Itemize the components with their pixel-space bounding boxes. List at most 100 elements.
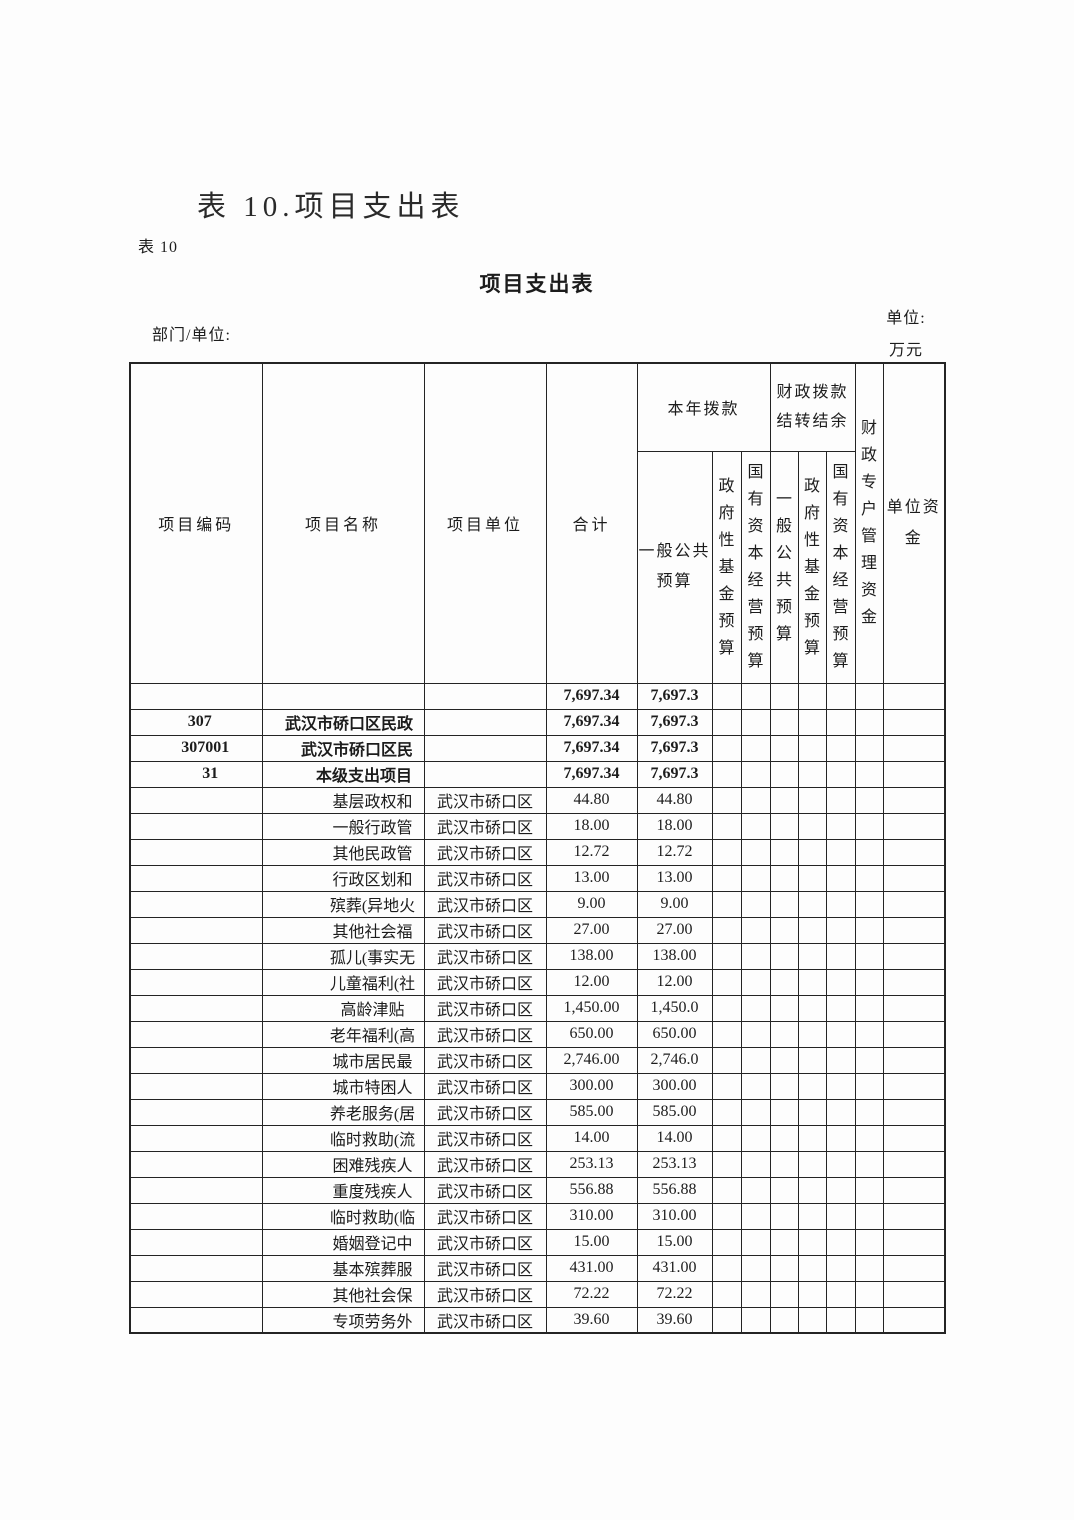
cell-carryover-general-public	[769, 1072, 799, 1100]
table-row: 基本殡葬服 武汉市硚口区 431.00 431.00	[129, 1254, 946, 1282]
cell-project-name: 临时救助(临	[261, 1202, 425, 1230]
header-gov-fund-budget: 政府性基金预算	[711, 450, 742, 684]
cell-project-unit: 武汉市硚口区	[423, 786, 547, 814]
cell-gov-fund-budget	[711, 760, 742, 788]
cell-state-capital-budget	[740, 1020, 771, 1048]
cell-project-code	[129, 968, 263, 996]
table-row: 婚姻登记中 武汉市硚口区 15.00 15.00	[129, 1228, 946, 1256]
cell-unit-funds	[882, 864, 946, 892]
cell-project-code: 31	[129, 760, 263, 788]
cell-general-public-budget: 18.00	[636, 812, 713, 840]
cell-project-unit: 武汉市硚口区	[423, 812, 547, 840]
cell-gov-fund-budget	[711, 1280, 742, 1308]
cell-carryover-gov-fund	[797, 890, 827, 918]
cell-carryover-general-public	[769, 1046, 799, 1074]
cell-gov-fund-budget	[711, 1046, 742, 1074]
cell-gov-fund-budget	[711, 864, 742, 892]
cell-total: 2,746.00	[545, 1046, 638, 1074]
cell-project-unit: 武汉市硚口区	[423, 1176, 547, 1204]
department-unit-label: 部门/单位:	[152, 327, 231, 344]
cell-general-public-budget: 12.00	[636, 968, 713, 996]
cell-unit-funds	[882, 1072, 946, 1100]
cell-general-public-budget: 585.00	[636, 1098, 713, 1126]
cell-fiscal-special-account	[854, 1124, 884, 1152]
cell-carryover-general-public	[769, 1202, 799, 1230]
sheet-title: 项目支出表	[479, 272, 595, 296]
cell-fiscal-special-account	[854, 1254, 884, 1282]
cell-project-name: 行政区划和	[261, 864, 425, 892]
cell-project-unit: 武汉市硚口区	[423, 1202, 547, 1230]
cell-total: 138.00	[545, 942, 638, 970]
cell-project-name: 基层政权和	[261, 786, 425, 814]
cell-general-public-budget: 650.00	[636, 1020, 713, 1048]
cell-carryover-general-public	[769, 1150, 799, 1178]
cell-fiscal-special-account	[854, 1150, 884, 1178]
cell-carryover-general-public	[769, 1228, 799, 1256]
header-unit-funds: 单位资金	[882, 362, 946, 684]
cell-carryover-state-capital	[825, 1306, 856, 1334]
unit-label: 单位:	[886, 310, 926, 327]
cell-unit-funds	[882, 1228, 946, 1256]
cell-carryover-gov-fund	[797, 786, 827, 814]
cell-general-public-budget: 7,697.3	[636, 760, 713, 788]
cell-project-unit: 武汉市硚口区	[423, 1306, 547, 1334]
cell-carryover-gov-fund	[797, 916, 827, 944]
cell-project-code	[129, 1124, 263, 1152]
cell-state-capital-budget	[740, 1280, 771, 1308]
table-row: 7,697.34 7,697.3	[129, 682, 946, 710]
cell-state-capital-budget	[740, 1124, 771, 1152]
cell-carryover-gov-fund	[797, 1020, 827, 1048]
cell-total: 556.88	[545, 1176, 638, 1204]
header-carryover-state-capital-budget: 国有资本经营预算	[825, 450, 856, 684]
cell-general-public-budget: 12.72	[636, 838, 713, 866]
cell-project-name: 一般行政管	[261, 812, 425, 840]
cell-total: 12.00	[545, 968, 638, 996]
table-row: 老年福利(高 武汉市硚口区 650.00 650.00	[129, 1020, 946, 1048]
cell-general-public-budget: 9.00	[636, 890, 713, 918]
cell-fiscal-special-account	[854, 1098, 884, 1126]
cell-carryover-state-capital	[825, 838, 856, 866]
cell-state-capital-budget	[740, 1306, 771, 1334]
cell-general-public-budget: 15.00	[636, 1228, 713, 1256]
cell-carryover-general-public	[769, 1098, 799, 1126]
cell-carryover-state-capital	[825, 942, 856, 970]
cell-carryover-state-capital	[825, 1228, 856, 1256]
cell-unit-funds	[882, 760, 946, 788]
unit-note: 单位: 万元	[868, 303, 944, 367]
cell-carryover-general-public	[769, 864, 799, 892]
cell-gov-fund-budget	[711, 1306, 742, 1334]
cell-carryover-state-capital	[825, 1072, 856, 1100]
table-row: 31 本级支出项目 7,697.34 7,697.3	[129, 760, 946, 788]
cell-fiscal-special-account	[854, 812, 884, 840]
cell-total: 72.22	[545, 1280, 638, 1308]
cell-carryover-general-public	[769, 1176, 799, 1204]
cell-fiscal-special-account	[854, 1020, 884, 1048]
cell-state-capital-budget	[740, 838, 771, 866]
cell-carryover-gov-fund	[797, 864, 827, 892]
cell-project-name: 重度残疾人	[261, 1176, 425, 1204]
table-row: 城市居民最 武汉市硚口区 2,746.00 2,746.0	[129, 1046, 946, 1074]
cell-project-code	[129, 1046, 263, 1074]
cell-unit-funds	[882, 1280, 946, 1308]
cell-state-capital-budget	[740, 1072, 771, 1100]
cell-state-capital-budget	[740, 916, 771, 944]
cell-carryover-state-capital	[825, 1020, 856, 1048]
cell-project-code	[129, 1280, 263, 1308]
cell-carryover-gov-fund	[797, 1280, 827, 1308]
cell-project-name: 老年福利(高	[261, 1020, 425, 1048]
cell-fiscal-special-account	[854, 1228, 884, 1256]
cell-unit-funds	[882, 786, 946, 814]
cell-unit-funds	[882, 1202, 946, 1230]
cell-fiscal-special-account	[854, 1280, 884, 1308]
cell-state-capital-budget	[740, 1150, 771, 1178]
cell-project-name: 困难残疾人	[261, 1150, 425, 1178]
cell-project-code	[129, 942, 263, 970]
cell-project-code	[129, 1072, 263, 1100]
cell-carryover-general-public	[769, 1124, 799, 1152]
cell-carryover-state-capital	[825, 786, 856, 814]
cell-unit-funds	[882, 1176, 946, 1204]
cell-project-unit: 武汉市硚口区	[423, 1280, 547, 1308]
cell-project-name: 殡葬(异地火	[261, 890, 425, 918]
cell-carryover-gov-fund	[797, 708, 827, 736]
cell-state-capital-budget	[740, 864, 771, 892]
